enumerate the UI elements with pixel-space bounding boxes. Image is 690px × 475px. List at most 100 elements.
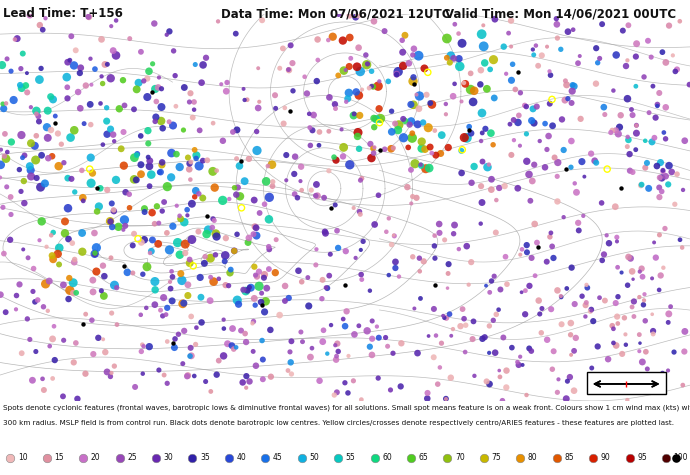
Point (552, 34, 563, 42)
Point (456, 169, 467, 177)
Point (267, 182, 278, 190)
Point (227, 325, 238, 332)
Point (14, 81, 26, 89)
Point (345, 55, 356, 62)
Point (679, 348, 690, 355)
Point (516, 288, 527, 296)
Point (156, 85, 167, 93)
Point (507, 60, 518, 68)
Point (656, 272, 667, 279)
Point (416, 145, 427, 152)
Point (509, 136, 520, 144)
Point (628, 276, 639, 283)
Point (156, 103, 167, 111)
Point (442, 270, 453, 277)
Point (445, 52, 456, 59)
Point (161, 183, 172, 190)
Point (340, 66, 351, 74)
Point (24, 162, 35, 170)
Point (426, 101, 437, 108)
Text: 300 km radius. MSLP field is from control run. Black dots denote barotropic low : 300 km radius. MSLP field is from contro… (3, 420, 674, 427)
Point (42, 134, 53, 142)
Point (213, 275, 224, 283)
Point (128, 105, 139, 113)
Point (498, 334, 509, 342)
Point (426, 149, 437, 157)
Point (211, 233, 222, 240)
Point (31, 174, 42, 182)
Text: 20: 20 (90, 453, 100, 462)
Point (555, 46, 566, 53)
Point (431, 152, 442, 159)
Point (15, 188, 26, 195)
Point (662, 180, 673, 188)
Text: 40: 40 (237, 453, 246, 462)
Point (249, 223, 260, 230)
Point (230, 191, 241, 199)
Point (454, 63, 465, 70)
Point (447, 325, 458, 333)
Point (224, 454, 235, 462)
Point (664, 162, 675, 170)
Point (449, 20, 460, 28)
Point (480, 333, 491, 341)
Point (475, 220, 486, 228)
Point (161, 229, 172, 237)
Point (233, 301, 244, 308)
Point (680, 328, 690, 335)
Point (561, 285, 572, 292)
Point (151, 98, 162, 105)
Point (595, 380, 607, 388)
Point (660, 454, 671, 462)
Point (128, 230, 139, 238)
Point (344, 161, 355, 169)
Point (560, 165, 571, 173)
Point (484, 161, 495, 168)
Point (36, 218, 47, 225)
Point (571, 189, 582, 196)
Text: Valid Time: Mon 14/06/2021 00UTC: Valid Time: Mon 14/06/2021 00UTC (445, 7, 676, 20)
Point (323, 36, 334, 44)
Point (151, 202, 162, 210)
Point (534, 137, 545, 145)
Point (186, 236, 197, 243)
Point (353, 322, 364, 330)
Point (114, 454, 125, 462)
Point (194, 126, 205, 134)
Point (333, 244, 344, 252)
Point (159, 198, 170, 206)
Point (355, 68, 366, 76)
Point (19, 152, 30, 159)
Point (527, 105, 538, 113)
Point (234, 162, 245, 170)
Point (189, 372, 200, 380)
Point (344, 34, 355, 41)
Point (253, 283, 264, 290)
Point (468, 318, 479, 325)
Point (341, 307, 352, 315)
Point (20, 82, 31, 89)
Point (189, 146, 200, 153)
Point (420, 145, 431, 153)
Point (617, 350, 628, 358)
Point (652, 102, 663, 110)
Point (660, 225, 671, 232)
Point (128, 176, 139, 183)
Point (398, 134, 409, 142)
Point (305, 142, 316, 149)
Point (593, 378, 604, 386)
Point (299, 73, 310, 81)
Point (37, 26, 48, 34)
Point (85, 154, 96, 162)
Point (667, 52, 678, 59)
Point (96, 73, 107, 80)
Point (535, 329, 546, 337)
Point (67, 239, 78, 247)
Point (195, 274, 206, 281)
Point (368, 124, 380, 131)
Point (135, 311, 146, 319)
Point (32, 113, 43, 120)
Point (594, 294, 605, 302)
Point (174, 212, 185, 219)
Point (27, 377, 38, 384)
